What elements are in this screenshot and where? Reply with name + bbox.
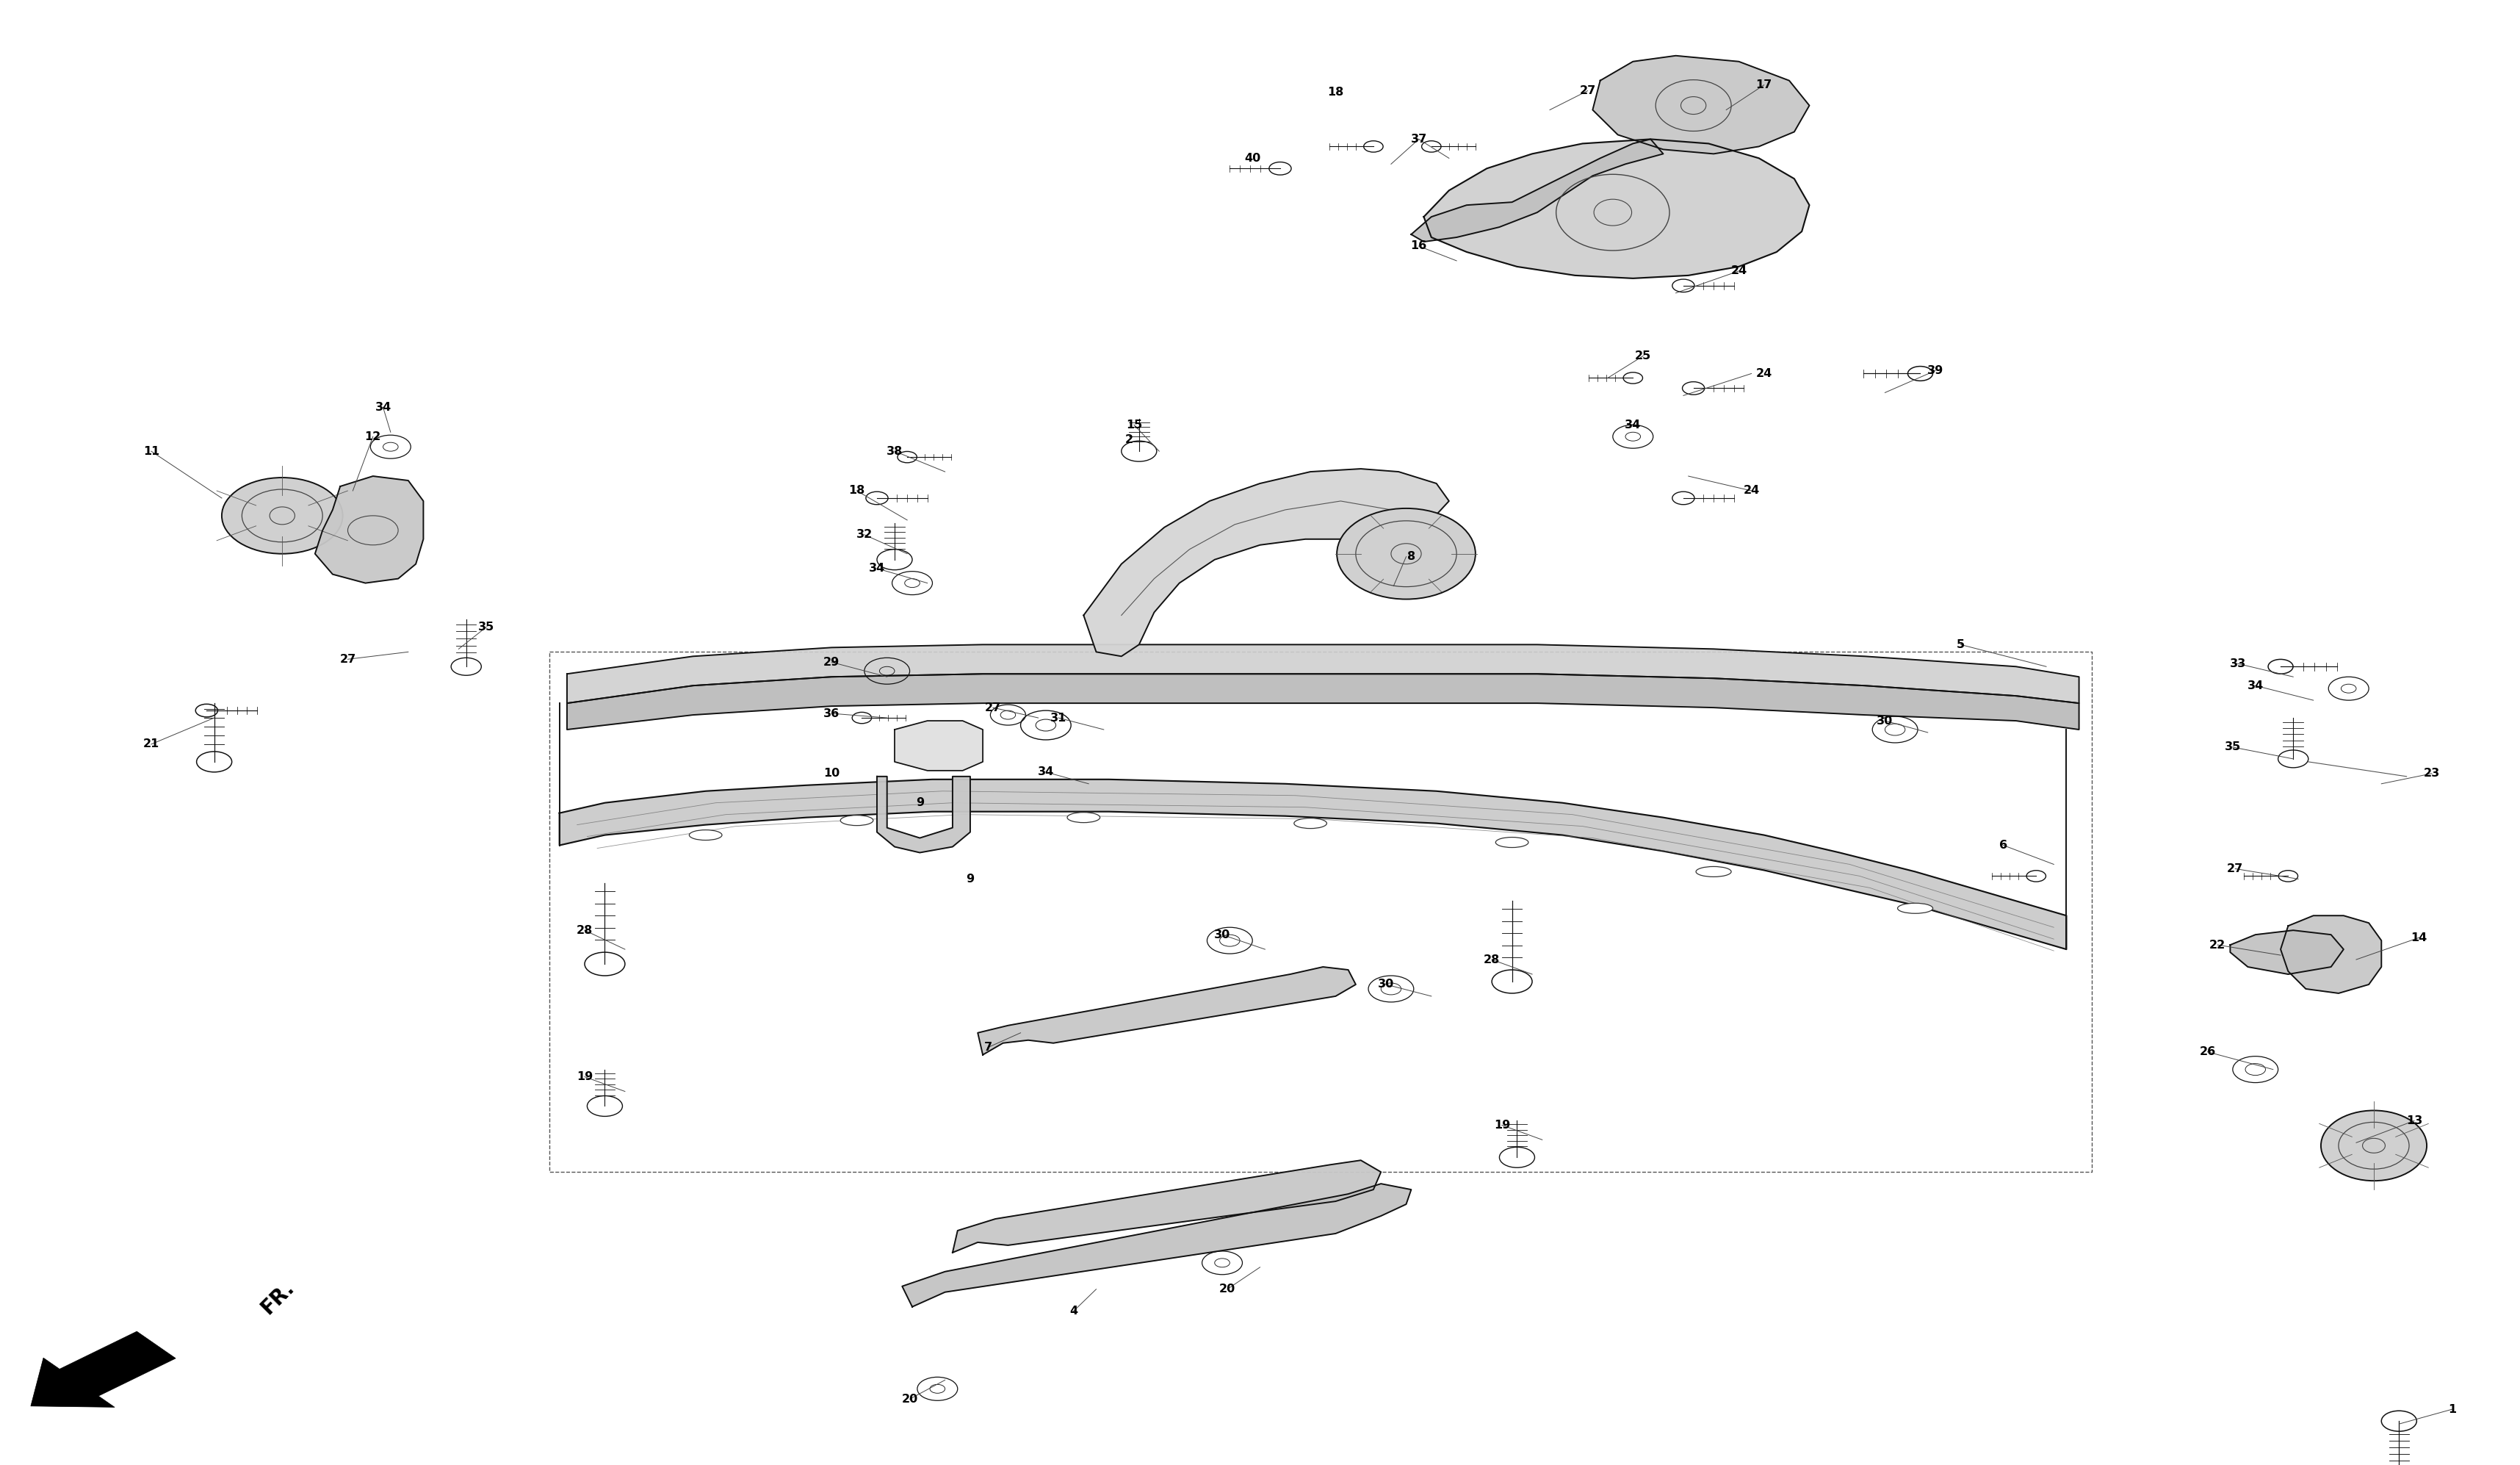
Polygon shape	[877, 776, 970, 853]
Text: 22: 22	[2210, 939, 2225, 951]
Text: 16: 16	[1411, 240, 1426, 252]
Text: 27: 27	[340, 653, 355, 665]
Ellipse shape	[2321, 1110, 2427, 1181]
Text: 34: 34	[1625, 419, 1641, 431]
Text: 9: 9	[965, 873, 975, 885]
Ellipse shape	[1295, 817, 1328, 829]
Text: 34: 34	[869, 563, 885, 574]
Ellipse shape	[222, 478, 343, 554]
Text: 25: 25	[1635, 350, 1651, 362]
Polygon shape	[895, 721, 983, 771]
Text: 15: 15	[1126, 419, 1142, 431]
Text: 27: 27	[2228, 863, 2243, 875]
Text: 37: 37	[1411, 133, 1426, 145]
Polygon shape	[978, 967, 1356, 1055]
Polygon shape	[1411, 139, 1663, 242]
Polygon shape	[567, 645, 2079, 703]
Text: 27: 27	[1580, 85, 1595, 97]
Text: 27: 27	[985, 702, 1000, 713]
Ellipse shape	[1068, 813, 1099, 823]
Text: 23: 23	[2424, 768, 2439, 779]
Polygon shape	[953, 1160, 1381, 1253]
Text: 35: 35	[479, 621, 494, 633]
Text: 19: 19	[577, 1071, 592, 1083]
Text: 19: 19	[1494, 1119, 1509, 1131]
Polygon shape	[567, 674, 2079, 730]
Text: 17: 17	[1756, 79, 1772, 91]
Polygon shape	[2230, 930, 2344, 974]
Polygon shape	[1424, 139, 1809, 278]
Text: 4: 4	[1068, 1305, 1079, 1317]
Text: 35: 35	[2225, 741, 2240, 753]
Text: 34: 34	[375, 401, 391, 413]
Text: 29: 29	[824, 656, 839, 668]
Text: 10: 10	[824, 768, 839, 779]
Text: 33: 33	[2230, 658, 2245, 670]
Ellipse shape	[1338, 508, 1477, 599]
Polygon shape	[1084, 469, 1449, 656]
Text: 34: 34	[2248, 680, 2263, 691]
Text: 39: 39	[1928, 365, 1943, 377]
Text: 9: 9	[915, 797, 925, 809]
Text: 2: 2	[1124, 434, 1134, 445]
Text: 30: 30	[1215, 929, 1230, 941]
Ellipse shape	[690, 829, 723, 841]
Polygon shape	[559, 779, 2066, 949]
Polygon shape	[30, 1332, 176, 1408]
Text: 18: 18	[1328, 86, 1343, 98]
Text: 26: 26	[2200, 1046, 2215, 1058]
Text: 34: 34	[1038, 766, 1053, 778]
Text: 6: 6	[1998, 839, 2008, 851]
Text: 8: 8	[1406, 551, 1416, 563]
Text: 28: 28	[577, 924, 592, 936]
Polygon shape	[902, 1184, 1411, 1307]
Ellipse shape	[842, 815, 874, 826]
Text: 36: 36	[824, 708, 839, 719]
Polygon shape	[1593, 56, 1809, 154]
Text: 12: 12	[365, 431, 381, 442]
Text: 28: 28	[1484, 954, 1499, 965]
Text: 7: 7	[983, 1042, 993, 1053]
Text: FR.: FR.	[257, 1277, 297, 1319]
Text: 5: 5	[1956, 639, 1966, 650]
Polygon shape	[2281, 916, 2381, 993]
Text: 31: 31	[1051, 712, 1066, 724]
Ellipse shape	[1497, 838, 1527, 847]
Text: 32: 32	[857, 529, 872, 541]
Text: 14: 14	[2412, 932, 2427, 943]
Text: 21: 21	[144, 738, 159, 750]
Text: 11: 11	[144, 445, 159, 457]
Text: 18: 18	[849, 485, 864, 497]
Text: 24: 24	[1744, 485, 1759, 497]
Text: 13: 13	[2407, 1115, 2422, 1127]
Text: 1: 1	[2447, 1403, 2457, 1415]
Text: 30: 30	[1877, 715, 1893, 727]
Text: 38: 38	[887, 445, 902, 457]
Text: 24: 24	[1731, 265, 1746, 277]
Ellipse shape	[1696, 866, 1731, 876]
Text: 30: 30	[1378, 979, 1394, 990]
Text: 20: 20	[1220, 1283, 1235, 1295]
Text: 24: 24	[1756, 368, 1772, 379]
Polygon shape	[315, 476, 423, 583]
Ellipse shape	[1898, 902, 1933, 914]
Text: 20: 20	[902, 1393, 917, 1405]
Text: 40: 40	[1245, 152, 1260, 164]
